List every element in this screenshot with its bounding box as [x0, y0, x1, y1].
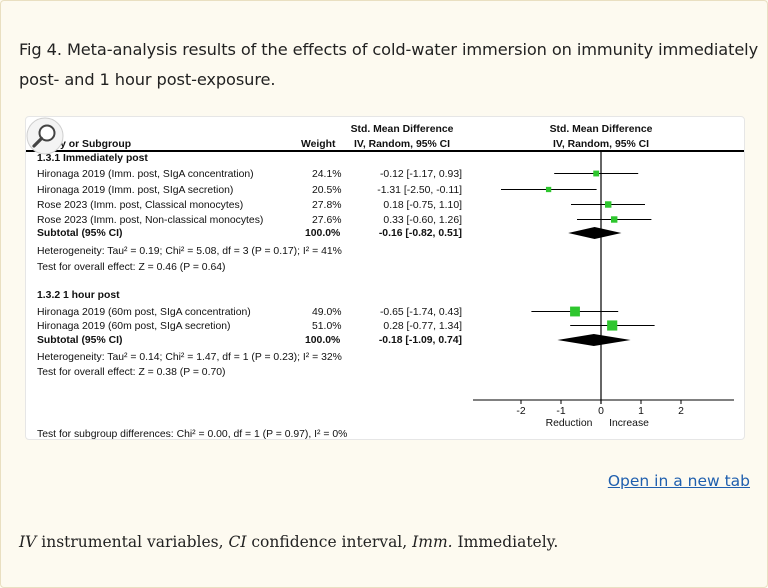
study-name: Hironaga 2019 (Imm. post, SIgA secretion…	[37, 185, 233, 196]
open-in-new-tab-link[interactable]: Open in a new tab	[607, 472, 750, 490]
header-weight: Weight	[301, 139, 336, 150]
subtotal-diamond	[568, 227, 622, 239]
x-axis-tick-label: 1	[638, 406, 644, 417]
study-point-marker	[570, 306, 580, 317]
axis-label-reduction: Reduction	[546, 418, 593, 429]
header-plot-sub: IV, Random, 95% CI	[553, 139, 649, 150]
study-point-marker	[545, 186, 552, 193]
heterogeneity-text: Heterogeneity: Tau² = 0.19; Chi² = 5.08,…	[37, 246, 342, 257]
x-axis-tick-label: -1	[556, 406, 565, 417]
subgroup-title: 1.3.2 1 hour post	[37, 290, 120, 301]
study-point-marker	[604, 201, 612, 208]
footnote-abbr-iv: IV	[19, 533, 37, 551]
study-ci-text: -0.65 [-1.74, 0.43]	[380, 307, 462, 318]
footnote-text-imm: Immediately.	[452, 533, 559, 551]
forest-plot-image[interactable]: Std. Mean Difference Std. Mean Difference…	[25, 116, 745, 440]
study-weight: 24.1%	[312, 169, 341, 180]
subtotal-weight: 100.0%	[305, 335, 340, 346]
study-weight: 20.5%	[312, 185, 341, 196]
header-smd-sub: IV, Random, 95% CI	[354, 139, 450, 150]
study-name: Rose 2023 (Imm. post, Classical monocyte…	[37, 200, 243, 211]
footnote-abbr-ci: CI	[228, 533, 247, 551]
header-study: Study or Subgroup	[37, 139, 131, 150]
header-smd-title: Std. Mean Difference	[351, 124, 454, 135]
subtotal-label: Subtotal (95% CI)	[37, 335, 122, 346]
overall-effect-text: Test for overall effect: Z = 0.46 (P = 0…	[37, 262, 225, 273]
subtotal-diamond	[557, 334, 631, 346]
footnote-abbr-imm: Imm.	[412, 533, 453, 551]
study-weight: 51.0%	[312, 321, 341, 332]
study-weight: 27.6%	[312, 215, 341, 226]
footnote-text-ci: confidence interval,	[246, 533, 413, 551]
study-weight: 49.0%	[312, 307, 341, 318]
study-point-marker	[593, 170, 600, 177]
study-weight: 27.8%	[312, 200, 341, 211]
subtotal-label: Subtotal (95% CI)	[37, 228, 122, 239]
axis-label-increase: Increase	[609, 418, 649, 429]
study-ci-text: -0.12 [-1.17, 0.93]	[380, 169, 462, 180]
study-ci-text: 0.33 [-0.60, 1.26]	[383, 215, 462, 226]
study-name: Hironaga 2019 (60m post, SIgA secretion)	[37, 321, 231, 332]
overall-effect-text: Test for overall effect: Z = 0.38 (P = 0…	[37, 367, 225, 378]
magnifier-icon[interactable]	[26, 117, 64, 155]
heterogeneity-text: Heterogeneity: Tau² = 0.14; Chi² = 1.47,…	[37, 352, 342, 363]
x-axis-tick-label: 0	[598, 406, 604, 417]
subgroup-title: 1.3.1 Immediately post	[37, 153, 148, 164]
study-point-marker	[610, 216, 618, 223]
study-name: Hironaga 2019 (Imm. post, SIgA concentra…	[37, 169, 254, 180]
study-name: Rose 2023 (Imm. post, Non-classical mono…	[37, 215, 263, 226]
study-ci-text: 0.18 [-0.75, 1.10]	[383, 200, 462, 211]
subgroup-differences-text: Test for subgroup differences: Chi² = 0.…	[37, 429, 347, 439]
header-plot-title: Std. Mean Difference	[550, 124, 653, 135]
subtotal-ci-text: -0.18 [-1.09, 0.74]	[379, 335, 462, 346]
figure-caption: Fig 4. Meta-analysis results of the effe…	[19, 40, 759, 89]
study-point-marker	[607, 320, 618, 331]
x-axis-tick-label: 2	[678, 406, 684, 417]
study-name: Hironaga 2019 (60m post, SIgA concentrat…	[37, 307, 251, 318]
subtotal-ci-text: -0.16 [-0.82, 0.51]	[379, 228, 462, 239]
forest-plot-svg: Std. Mean Difference Std. Mean Difference…	[26, 124, 744, 439]
footnote-text-iv: instrumental variables,	[36, 533, 229, 551]
subtotal-weight: 100.0%	[305, 228, 340, 239]
study-ci-text: 0.28 [-0.77, 1.34]	[383, 321, 462, 332]
figure-footnote: IV instrumental variables, CI confidence…	[19, 533, 558, 551]
x-axis-tick-label: -2	[516, 406, 525, 417]
study-ci-text: -1.31 [-2.50, -0.11]	[377, 185, 462, 196]
